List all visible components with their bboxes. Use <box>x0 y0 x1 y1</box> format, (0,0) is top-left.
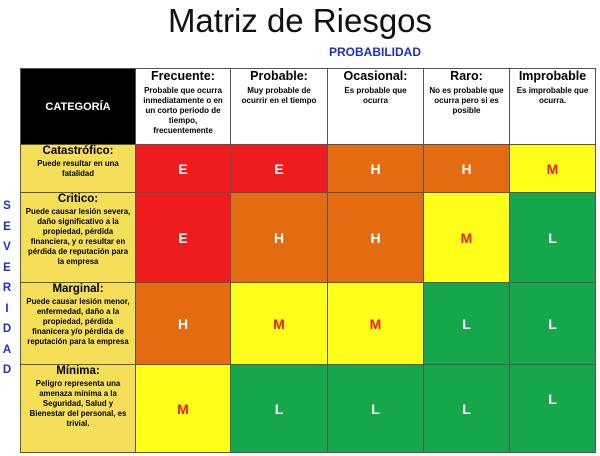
risk-cell: M <box>423 192 510 283</box>
row-description: Puede resultar en una fatalidad <box>37 159 119 178</box>
risk-cell: H <box>423 144 510 193</box>
risk-cell: L <box>423 364 510 453</box>
column-description: Muy probable de ocurrir en el tiempo <box>241 86 317 105</box>
column-header-probable: Probable: Muy probable de ocurrir en el … <box>230 68 328 145</box>
header-row: CATEGORÍA Frecuente: Probable que ocurra… <box>20 68 596 145</box>
risk-cell: H <box>135 282 231 365</box>
risk-cell: H <box>327 144 424 193</box>
risk-cell: M <box>327 282 424 365</box>
column-title: Probable: <box>250 69 308 83</box>
risk-cell: L <box>423 282 510 365</box>
risk-cell: L <box>230 364 328 453</box>
severity-axis-label: S E V E R I D A D <box>0 196 14 381</box>
column-title: Raro: <box>450 69 483 83</box>
severity-letter: R <box>2 282 12 294</box>
row-title: Marginal: <box>52 283 104 295</box>
severity-letter: E <box>3 261 11 274</box>
column-description: Es improbable que ocurra. <box>516 86 589 105</box>
severity-letter: D <box>2 364 12 376</box>
risk-cell: L <box>327 364 424 453</box>
column-description: Probable que ocurra inmediatamente o en … <box>143 86 223 135</box>
row-header: Marginal: Puede causar lesión menor, enf… <box>20 282 136 365</box>
risk-cell: L <box>509 364 596 453</box>
row-header: Critico: Puede causar lesión severa, dañ… <box>20 192 136 283</box>
risk-cell: M <box>135 364 231 453</box>
severity-letter: A <box>2 343 12 356</box>
risk-cell: H <box>327 192 424 283</box>
risk-cell: E <box>135 192 231 283</box>
severity-letter: I <box>5 302 9 315</box>
risk-cell: E <box>230 144 328 193</box>
category-header: CATEGORÍA <box>20 68 136 145</box>
risk-cell: H <box>230 192 328 283</box>
row-title: Critico: <box>57 193 99 205</box>
column-header-raro: Raro: No es probable que ocurra pero si … <box>423 68 510 145</box>
risk-matrix-table: CATEGORÍA Frecuente: Probable que ocurra… <box>20 68 596 453</box>
row-header: Catastrófico: Puede resultar en una fata… <box>20 144 136 193</box>
column-description: No es probable que ocurra pero si es pos… <box>429 86 504 115</box>
row-catastrofico: Catastrófico: Puede resultar en una fata… <box>20 144 596 193</box>
row-description: Peligro representa una amenaza mínima a … <box>29 379 127 428</box>
row-title: Mínima: <box>56 365 100 377</box>
row-critico: Critico: Puede causar lesión severa, dañ… <box>20 192 596 283</box>
column-title: Frecuente: <box>151 69 215 83</box>
row-description: Puede causar lesión menor, enfermedad, d… <box>26 297 130 346</box>
row-title: Catastrófico: <box>42 145 114 157</box>
risk-cell: L <box>509 282 596 365</box>
row-marginal: Marginal: Puede causar lesión menor, enf… <box>20 282 596 365</box>
row-header: Mínima: Peligro representa una amenaza m… <box>20 364 136 453</box>
severity-letter: V <box>3 241 11 253</box>
probability-axis-label: PROBABILIDAD <box>329 45 421 59</box>
risk-cell: M <box>230 282 328 365</box>
severity-letter: E <box>3 220 11 233</box>
column-header-improbable: Improbable Es improbable que ocurra. <box>509 68 596 145</box>
risk-cell: E <box>135 144 231 193</box>
column-title: Ocasional: <box>343 69 408 83</box>
column-description: Es probable que ocurra <box>344 86 407 105</box>
severity-letter: D <box>2 323 12 335</box>
column-header-ocasional: Ocasional: Es probable que ocurra <box>327 68 424 145</box>
risk-cell: L <box>509 192 596 283</box>
page-title: Matriz de Riesgos <box>167 2 433 39</box>
severity-letter: S <box>3 200 11 212</box>
row-description: Puede causar lesión severa, daño signifi… <box>25 207 131 266</box>
column-header-frecuente: Frecuente: Probable que ocurra inmediata… <box>135 68 231 145</box>
column-title: Improbable <box>518 69 587 83</box>
row-minima: Mínima: Peligro representa una amenaza m… <box>20 364 596 453</box>
risk-cell: M <box>509 144 596 193</box>
